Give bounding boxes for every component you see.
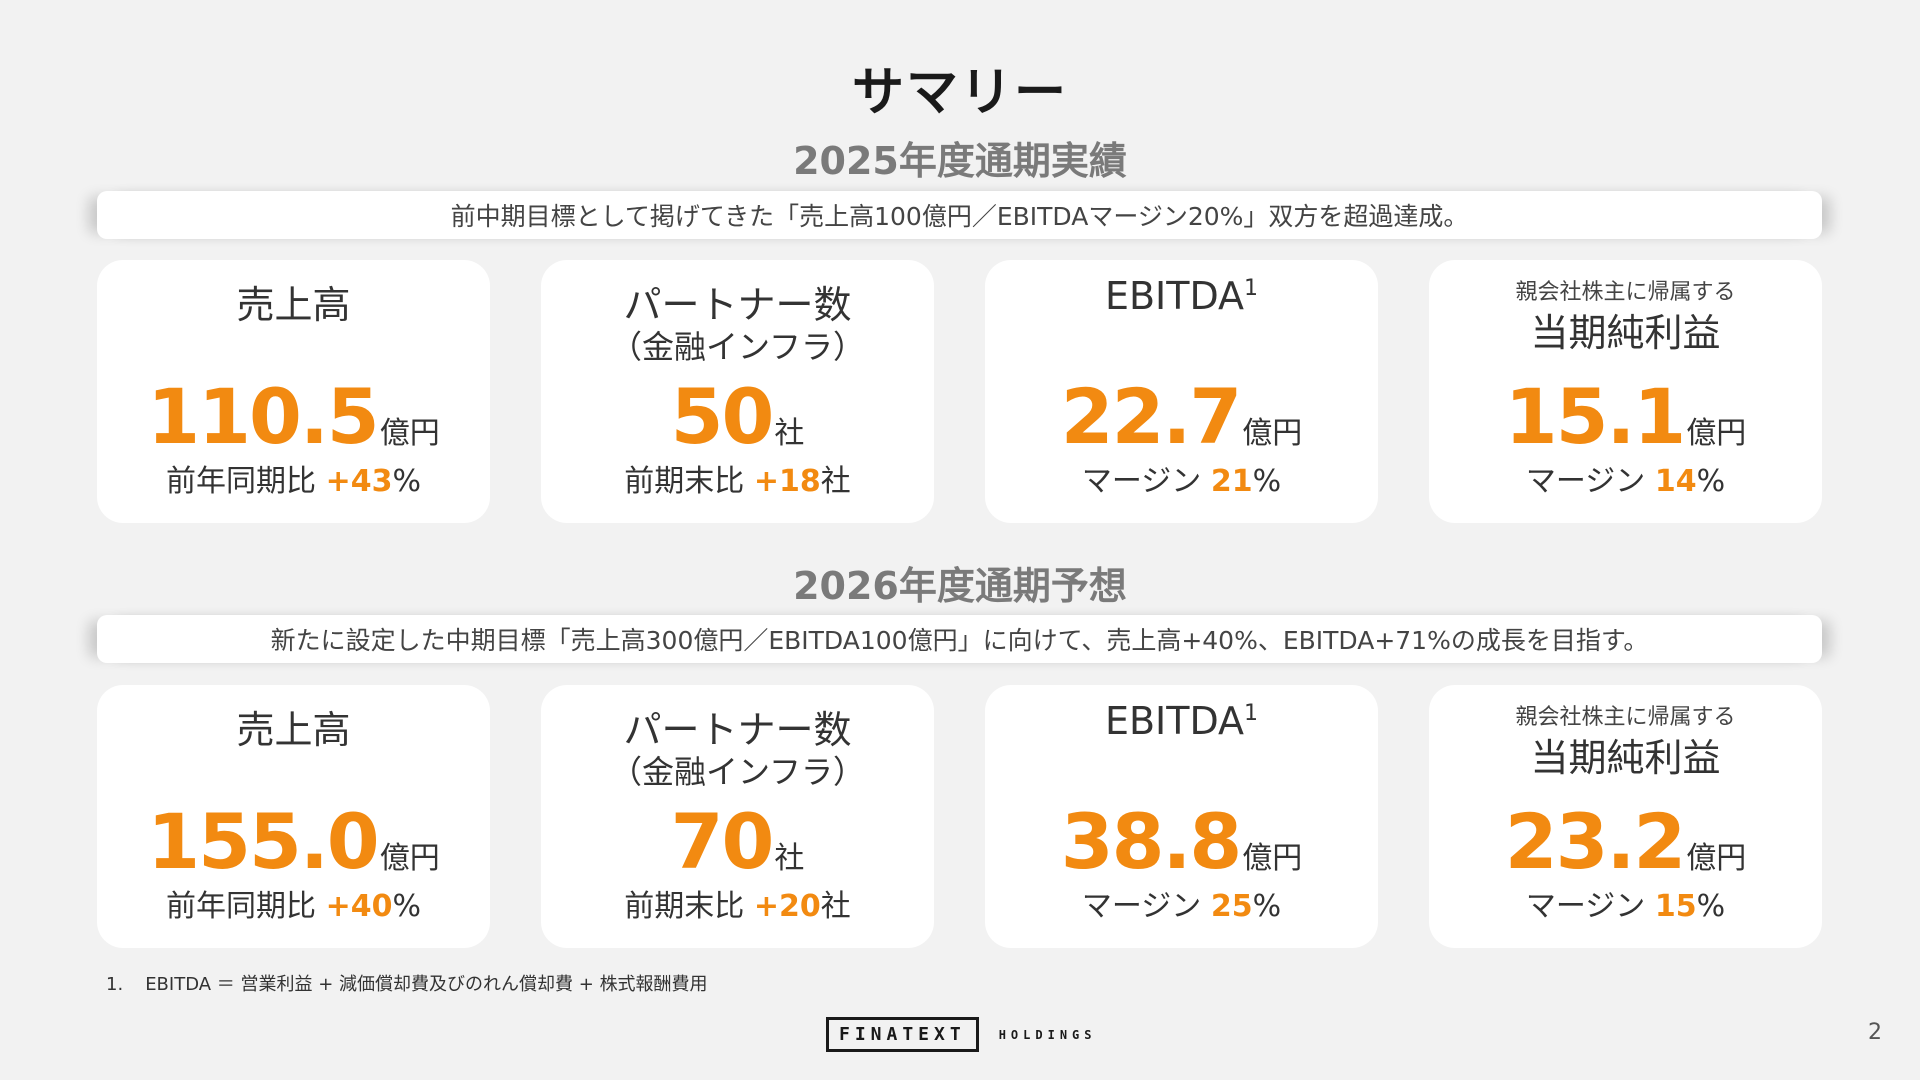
metric-value: 155.0 (147, 797, 379, 886)
value-row: 155.0億円 (97, 797, 490, 886)
section-heading-2026: 2026年度通期予想 (793, 564, 1127, 608)
comparison-unit: % (1252, 464, 1282, 499)
card-sublabel: （金融インフラ） (609, 753, 866, 791)
value-row: 38.8億円 (985, 797, 1378, 886)
metric-comparison: 前年同期比 +43% (97, 456, 490, 500)
card-ebitda-2026: EBITDA1 38.8億円 マージン 25% (985, 685, 1378, 948)
metric-value: 38.8 (1060, 797, 1243, 886)
comparison-label: マージン (1081, 464, 1211, 499)
card-net-income-2025: 親会社株主に帰属する 当期純利益 15.1億円 マージン 14% (1429, 260, 1822, 523)
comparison-value: 21 (1210, 464, 1253, 499)
card-label-text: EBITDA (1104, 274, 1245, 318)
card-label: EBITDA1 (985, 274, 1378, 318)
card-partners-2025: パートナー数 （金融インフラ） 50社 前期末比 +18社 (541, 260, 934, 523)
value-row: 15.1億円 (1429, 372, 1822, 461)
comparison-label: 前年同期比 (166, 889, 326, 924)
metric-unit: 億円 (1686, 841, 1747, 876)
metric-comparison: 前年同期比 +40% (97, 881, 490, 925)
card-label: パートナー数 (623, 283, 852, 327)
metric-unit: 億円 (379, 416, 440, 451)
page-number: 2 (1868, 1020, 1882, 1045)
card-sublabel: （金融インフラ） (609, 328, 866, 366)
metric-comparison: マージン 15% (1429, 881, 1822, 925)
company-logo: FINATEXT HOLDINGS (826, 1017, 1097, 1052)
section-heading-2025: 2025年度通期実績 (793, 139, 1127, 183)
card-label: 当期純利益 (1530, 311, 1721, 355)
metric-unit: 億円 (1242, 841, 1303, 876)
card-label: EBITDA1 (985, 699, 1378, 743)
card-partners-2026: パートナー数 （金融インフラ） 70社 前期末比 +20社 (541, 685, 934, 948)
comparison-value: +20 (753, 889, 821, 924)
value-row: 70社 (541, 797, 934, 886)
footnote-marker: 1 (1244, 701, 1259, 726)
card-net-income-2026: 親会社株主に帰属する 当期純利益 23.2億円 マージン 15% (1429, 685, 1822, 948)
page-title: サマリー (851, 63, 1068, 123)
footnote-number: 1. (106, 974, 124, 995)
metric-comparison: マージン 21% (985, 456, 1378, 500)
comparison-value: 15 (1654, 889, 1697, 924)
card-label-text: EBITDA (1104, 699, 1245, 743)
comparison-label: 前期末比 (624, 889, 754, 924)
card-label: パートナー数 (623, 708, 852, 752)
card-ebitda-2025: EBITDA1 22.7億円 マージン 21% (985, 260, 1378, 523)
metric-comparison: マージン 14% (1429, 456, 1822, 500)
metric-unit: 社 (774, 416, 805, 451)
metric-value: 15.1 (1504, 372, 1687, 461)
metric-value: 23.2 (1504, 797, 1687, 886)
card-label: 売上高 (236, 283, 351, 327)
metric-comparison: 前期末比 +20社 (541, 881, 934, 925)
comparison-unit: 社 (820, 889, 851, 924)
comparison-value: +18 (753, 464, 821, 499)
comparison-value: +43 (325, 464, 393, 499)
card-label: 売上高 (236, 708, 351, 752)
comparison-value: 14 (1654, 464, 1697, 499)
summary-banner-2026: 新たに設定した中期目標「売上高300億円／EBITDA100億円」に向けて、売上… (97, 615, 1822, 663)
card-revenue-2025: 売上高 110.5億円 前年同期比 +43% (97, 260, 490, 523)
comparison-value: +40 (325, 889, 393, 924)
card-small-label: 親会社株主に帰属する (1515, 280, 1736, 305)
value-row: 23.2億円 (1429, 797, 1822, 886)
metric-comparison: 前期末比 +18社 (541, 456, 934, 500)
footnote: 1. EBITDA ＝ 営業利益 + 減価償却費及びのれん償却費 + 株式報酬費用 (106, 970, 708, 996)
metric-unit: 億円 (1686, 416, 1747, 451)
metric-value: 110.5 (147, 372, 379, 461)
metric-value: 70 (670, 797, 775, 886)
comparison-label: マージン (1081, 889, 1211, 924)
metric-unit: 社 (774, 841, 805, 876)
summary-banner-2025: 前中期目標として掲げてきた「売上高100億円／EBITDAマージン20%」双方を… (97, 191, 1822, 239)
metric-unit: 億円 (1242, 416, 1303, 451)
comparison-unit: % (1696, 464, 1726, 499)
comparison-unit: % (1696, 889, 1726, 924)
footnote-marker: 1 (1244, 276, 1259, 301)
comparison-unit: % (1252, 889, 1282, 924)
metric-value: 50 (670, 372, 775, 461)
comparison-value: 25 (1210, 889, 1253, 924)
card-revenue-2026: 売上高 155.0億円 前年同期比 +40% (97, 685, 490, 948)
card-small-label: 親会社株主に帰属する (1515, 705, 1736, 730)
comparison-label: 前年同期比 (166, 464, 326, 499)
metric-value: 22.7 (1060, 372, 1243, 461)
logo-brand: FINATEXT (826, 1017, 979, 1052)
comparison-unit: % (392, 889, 421, 924)
logo-suffix: HOLDINGS (998, 1027, 1097, 1042)
comparison-unit: % (392, 464, 421, 499)
comparison-label: マージン (1525, 889, 1655, 924)
metric-comparison: マージン 25% (985, 881, 1378, 925)
comparison-unit: 社 (820, 464, 851, 499)
comparison-label: 前期末比 (624, 464, 754, 499)
footnote-text: EBITDA ＝ 営業利益 + 減価償却費及びのれん償却費 + 株式報酬費用 (145, 974, 708, 995)
value-row: 22.7億円 (985, 372, 1378, 461)
card-label: 当期純利益 (1530, 736, 1721, 780)
value-row: 110.5億円 (97, 372, 490, 461)
value-row: 50社 (541, 372, 934, 461)
comparison-label: マージン (1525, 464, 1655, 499)
metric-unit: 億円 (379, 841, 440, 876)
